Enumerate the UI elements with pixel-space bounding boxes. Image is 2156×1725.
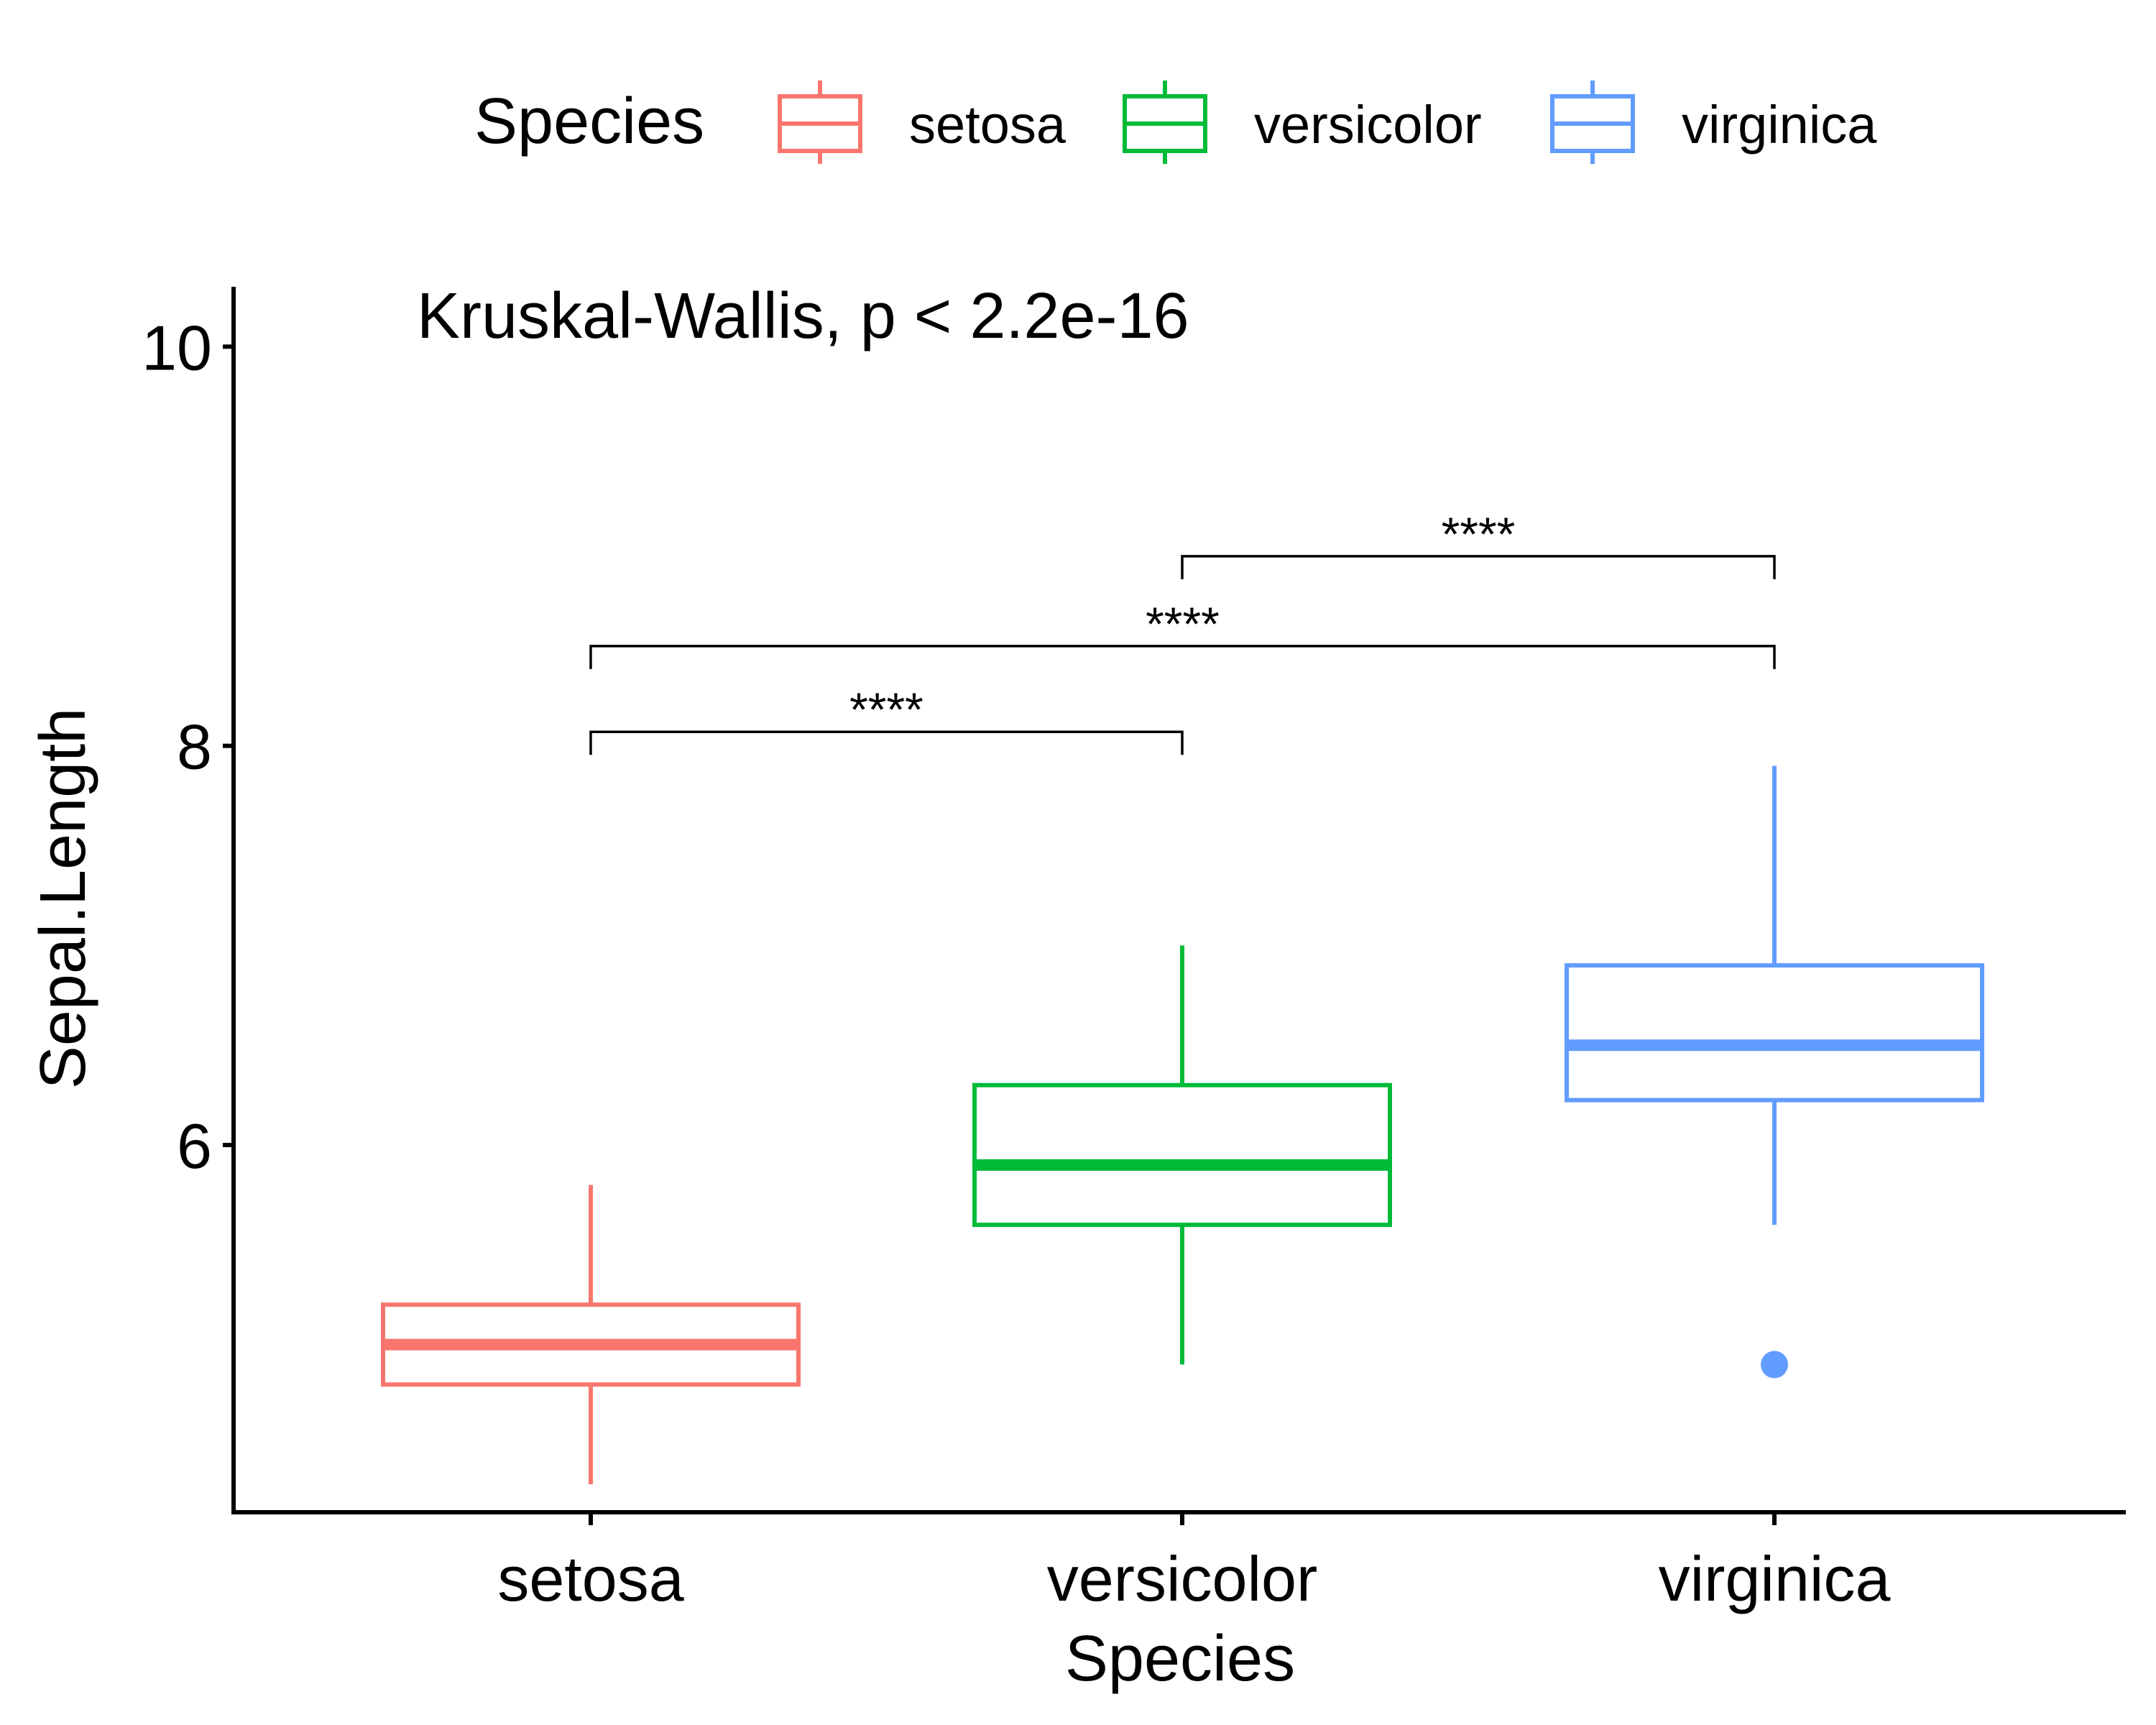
comparison-bracket: **** [589, 597, 1776, 669]
comparison-brackets: **** **** **** [589, 507, 1776, 755]
legend-label: setosa [909, 95, 1067, 155]
x-tick-label: versicolor [1047, 1543, 1318, 1614]
legend: Species setosa versicolor virginica [474, 80, 1877, 164]
boxplot-setosa [381, 1184, 801, 1485]
significance-label: **** [1146, 597, 1220, 650]
x-tick-label: setosa [497, 1543, 683, 1614]
y-tick-label: 6 [177, 1110, 212, 1182]
legend-label: virginica [1682, 95, 1877, 155]
legend-key-setosa: setosa [778, 80, 1067, 164]
bracket-line [1181, 555, 1776, 579]
y-axis-ticks: 6 8 10 [142, 312, 234, 1182]
significance-label: **** [1442, 507, 1516, 561]
x-tick-label: virginica [1659, 1543, 1891, 1614]
legend-key-virginica: virginica [1550, 80, 1877, 164]
comparison-bracket: **** [589, 683, 1184, 755]
box-iqr [1565, 963, 1984, 1103]
bracket-line [589, 645, 1776, 669]
test-annotation: Kruskal-Wallis, p < 2.2e-16 [417, 280, 1189, 352]
legend-keys: setosa versicolor virginica [778, 80, 1877, 164]
x-axis-title: Species [1065, 1623, 1295, 1695]
boxplot-versicolor [972, 945, 1392, 1365]
y-tick-label: 8 [177, 712, 212, 783]
x-axis-ticks: setosa versicolor virginica [497, 1512, 1890, 1614]
legend-title: Species [474, 86, 704, 157]
box-iqr [972, 1082, 1392, 1228]
outlier-point [1761, 1351, 1788, 1379]
boxplots [381, 765, 1984, 1485]
legend-key-versicolor: versicolor [1123, 80, 1482, 164]
y-tick-label: 10 [142, 312, 212, 383]
comparison-bracket: **** [1181, 507, 1776, 579]
significance-label: **** [849, 683, 923, 736]
boxplot-virginica [1565, 765, 1984, 1379]
legend-label: versicolor [1254, 95, 1482, 155]
y-axis-title: Sepal.Length [27, 708, 99, 1089]
bracket-line [589, 730, 1184, 755]
